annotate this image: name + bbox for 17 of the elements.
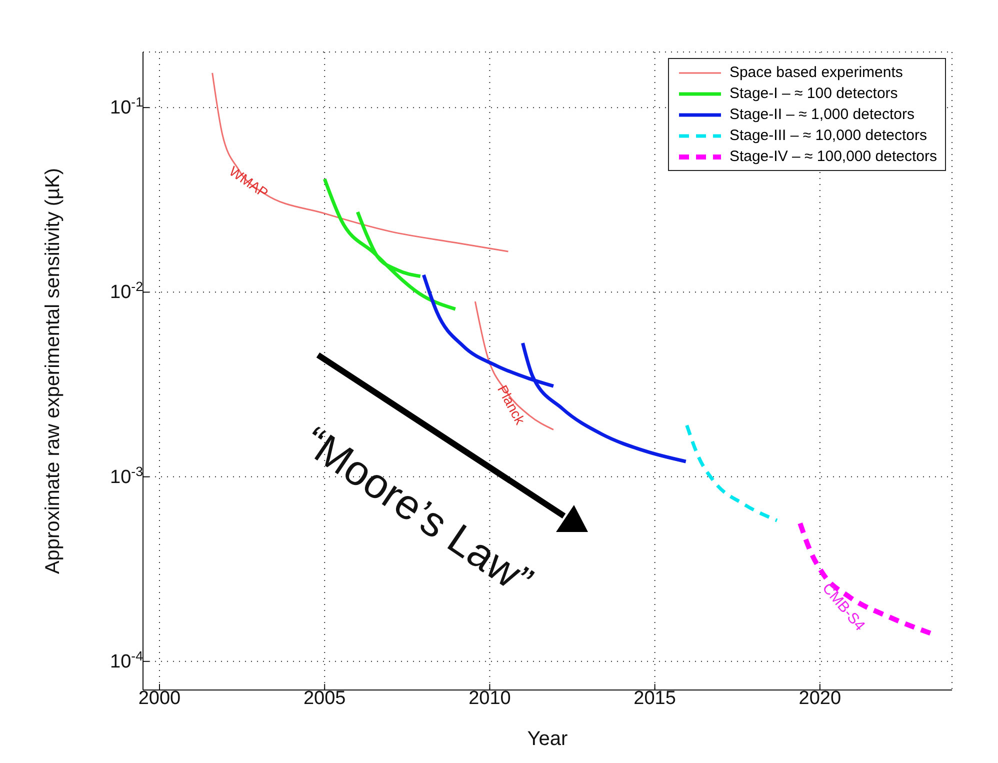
y-tick-label: 10$^{-4}$ xyxy=(110,648,143,672)
x-tick-label: 2020 xyxy=(798,688,842,709)
legend-label: Stage-IV – ≈ 100,000 detectors xyxy=(729,148,937,165)
legend-label: Space based experiments xyxy=(729,64,903,81)
y-tick-label: 10$^{-1}$ xyxy=(110,94,143,119)
y-tick-label: 10$^{-2}$ xyxy=(110,278,143,304)
legend-label: Stage-II – ≈ 1,000 detectors xyxy=(729,106,914,123)
x-tick-label: 2015 xyxy=(634,688,676,709)
x-tick-label: 2000 xyxy=(138,688,181,709)
x-tick-label: 2005 xyxy=(303,688,346,709)
x-axis-title: Year xyxy=(527,728,568,750)
y-axis-title: Approximate raw experimental sensitivity (µK) xyxy=(42,168,64,574)
x-tick-label: 2010 xyxy=(468,688,511,709)
legend-label: Stage-III – ≈ 10,000 detectors xyxy=(729,127,927,144)
line-series xyxy=(685,424,779,522)
y-tick-label: 10$^{-3}$ xyxy=(110,463,143,488)
legend-label: Stage-I – ≈ 100 detectors xyxy=(729,85,898,102)
